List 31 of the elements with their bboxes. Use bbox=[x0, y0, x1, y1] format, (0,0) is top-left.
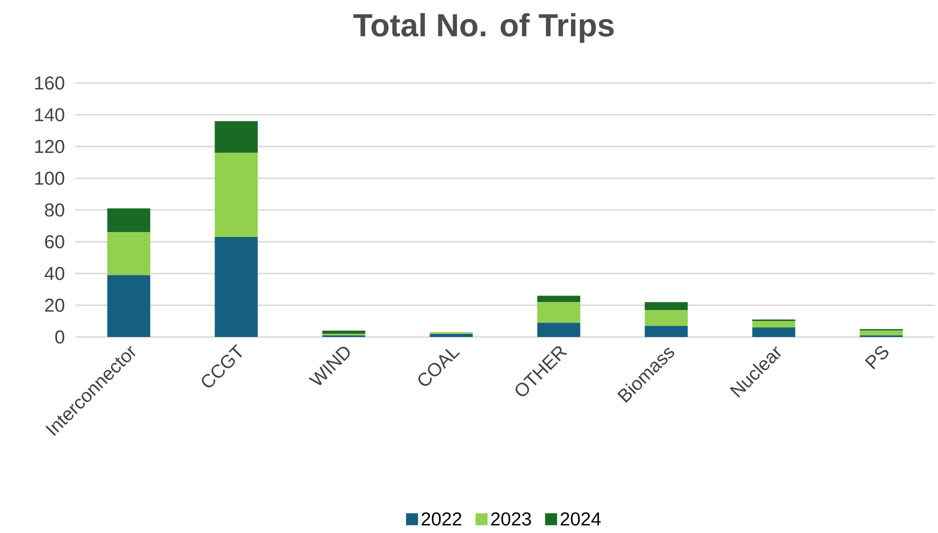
chart-title: Total No. of Trips bbox=[353, 13, 614, 43]
bar bbox=[430, 334, 473, 337]
y-tick-label: 20 bbox=[45, 298, 64, 312]
bar bbox=[214, 121, 258, 153]
y-tick-label: 60 bbox=[45, 235, 64, 248]
y-tick-label: 80 bbox=[45, 203, 64, 217]
bar bbox=[752, 321, 796, 328]
y-tick-label: 40 bbox=[44, 266, 64, 280]
bar bbox=[537, 296, 580, 302]
bar bbox=[214, 236, 258, 337]
bar bbox=[644, 326, 688, 337]
y-tick-label: 160 bbox=[35, 76, 64, 90]
bar bbox=[537, 322, 580, 337]
bar bbox=[752, 327, 796, 337]
bar bbox=[214, 152, 258, 237]
bar bbox=[107, 208, 150, 232]
bar bbox=[322, 330, 366, 334]
legend-label: 2022 bbox=[422, 512, 462, 526]
legend-label: 2023 bbox=[491, 512, 531, 526]
y-tick-label: 140 bbox=[35, 108, 64, 122]
y-tick-label: 100 bbox=[35, 172, 64, 185]
bar bbox=[860, 330, 903, 336]
bar bbox=[107, 275, 150, 337]
bar bbox=[644, 310, 688, 326]
bar bbox=[107, 232, 150, 276]
y-tick-label: 120 bbox=[35, 140, 64, 154]
x-tick-label: PS bbox=[864, 346, 888, 370]
bar bbox=[644, 302, 688, 310]
legend-label: 2024 bbox=[560, 512, 601, 526]
y-tick-label: 0 bbox=[55, 330, 64, 344]
bar bbox=[537, 302, 580, 323]
